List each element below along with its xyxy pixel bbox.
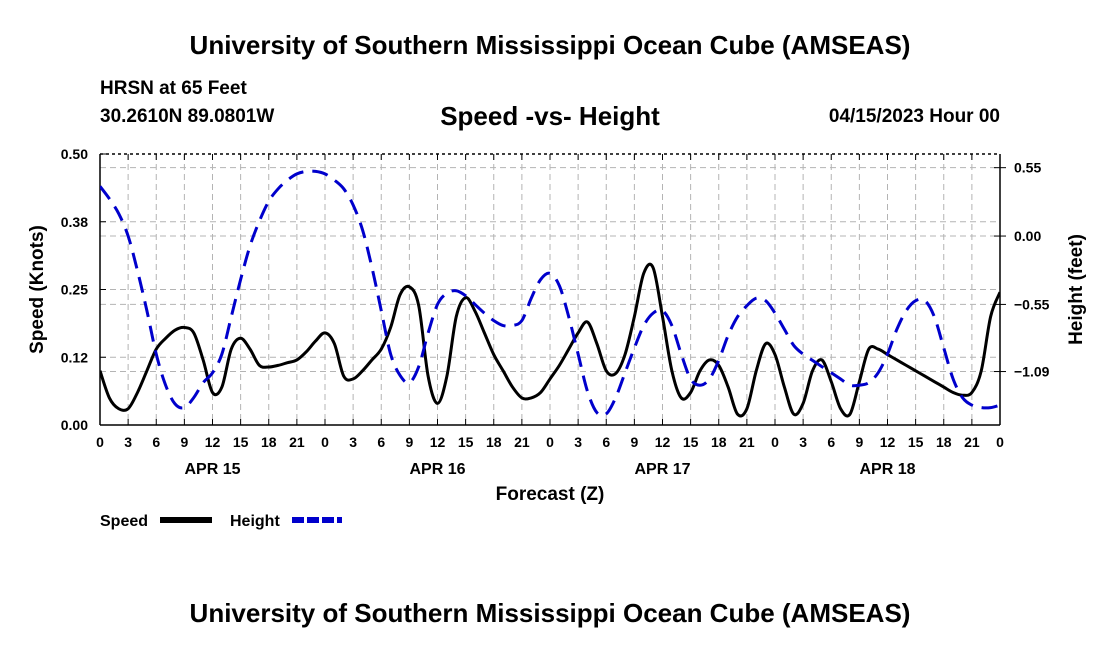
x-tick-label: 9: [180, 434, 188, 450]
speed-height-chart: 0 3 6 9 12 15 18 21 0 3 6 9 12 15 18 21 0 3 6 9 12 15 18 21 0 3 6 9…: [27, 146, 1087, 530]
y-tick-label: 0.00: [61, 417, 88, 433]
series-layer: [100, 169, 1000, 418]
x-tick-label: 0: [996, 434, 1004, 450]
y-tick-label: 0.12: [61, 349, 88, 365]
x-axis-title: Forecast (Z): [496, 484, 605, 505]
x-tick-label: 6: [377, 434, 385, 450]
x-tick-label: 18: [486, 434, 502, 450]
x-tick-label: 12: [430, 434, 446, 450]
x-tick-label: 15: [908, 434, 924, 450]
date-label: APR 16: [409, 461, 465, 478]
x-tick-label: 21: [739, 434, 755, 450]
y2-tick-label: 0.55: [1014, 160, 1041, 176]
coordinates-label: 30.2610N 89.0801W: [100, 106, 275, 127]
x-tick-label: 6: [602, 434, 610, 450]
speed-series-line: [100, 262, 1000, 418]
x-tick-label: 18: [936, 434, 952, 450]
legend: Speed Height: [100, 513, 342, 530]
legend-height-label: Height: [230, 513, 280, 530]
x-tick-label: 18: [711, 434, 727, 450]
main-title: University of Southern Mississippi Ocean…: [189, 30, 911, 60]
station-label: HRSN at 65 Feet: [100, 78, 247, 99]
x-tick-label: 15: [683, 434, 699, 450]
y-tick-label: 0.38: [61, 214, 88, 230]
x-tick-label: 15: [458, 434, 474, 450]
y2-tick-label: −0.55: [1014, 296, 1050, 312]
x-tick-label: 6: [152, 434, 160, 450]
x-tick-label: 6: [827, 434, 835, 450]
x-tick-label: 21: [289, 434, 305, 450]
footer-title: University of Southern Mississippi Ocean…: [189, 598, 911, 628]
axes-layer: [99, 153, 1006, 426]
x-tick-label: 21: [964, 434, 980, 450]
x-tick-label: 21: [514, 434, 530, 450]
x-tick-label: 0: [96, 434, 104, 450]
height-series-line: [100, 169, 1000, 418]
date-label: APR 18: [859, 461, 915, 478]
x-tick-label: 0: [321, 434, 329, 450]
y-tick-label: 0.50: [61, 146, 88, 162]
legend-speed-label: Speed: [100, 513, 148, 530]
y2-tick-label: 0.00: [1014, 228, 1041, 244]
x-tick-label: 18: [261, 434, 277, 450]
date-label: APR 15: [184, 461, 240, 478]
forecast-datetime: 04/15/2023 Hour 00: [828, 106, 1000, 127]
x-tick-label: 9: [630, 434, 638, 450]
x-tick-label: 3: [349, 434, 357, 450]
x-tick-label: 9: [855, 434, 863, 450]
x-tick-label: 3: [799, 434, 807, 450]
y-axis-title: Speed (Knots): [27, 225, 48, 354]
y2-axis-title: Height (feet): [1066, 234, 1087, 345]
x-tick-label: 3: [124, 434, 132, 450]
chart-subtitle: Speed -vs- Height: [440, 101, 660, 131]
x-tick-label: 15: [233, 434, 249, 450]
y2-tick-label: −1.09: [1014, 364, 1050, 380]
x-tick-label: 3: [574, 434, 582, 450]
x-tick-label: 0: [771, 434, 779, 450]
x-tick-label: 0: [546, 434, 554, 450]
y-tick-label: 0.25: [61, 282, 88, 298]
date-label: APR 17: [634, 461, 690, 478]
x-tick-label: 12: [205, 434, 221, 450]
x-tick-label: 9: [405, 434, 413, 450]
label-layer: 0 3 6 9 12 15 18 21 0 3 6 9 12 15 18 21 0 3 6 9 12 15 18 21 0 3 6 9…: [27, 146, 1087, 505]
x-tick-label: 12: [880, 434, 896, 450]
x-tick-label: 12: [655, 434, 671, 450]
